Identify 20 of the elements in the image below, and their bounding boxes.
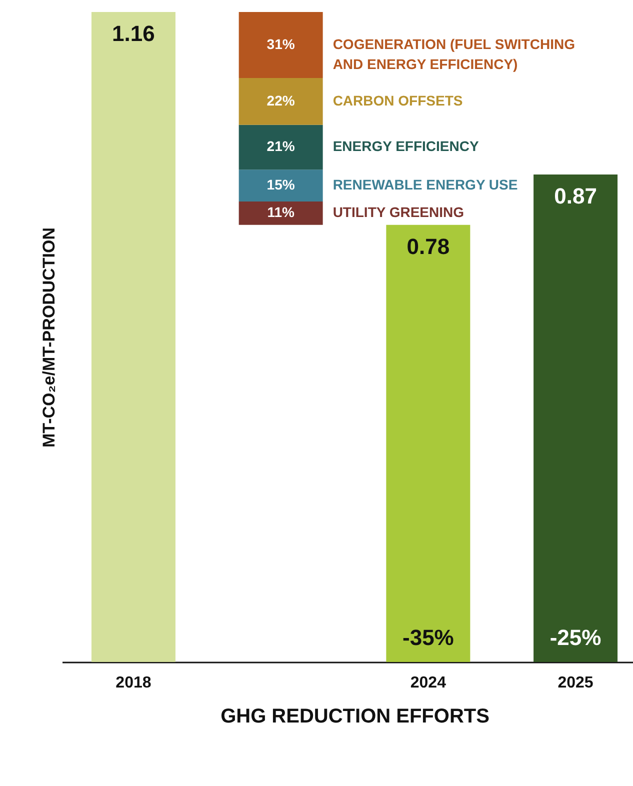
- x-tick-label: 2024: [410, 674, 446, 692]
- data-label: 22%: [266, 92, 296, 108]
- data-label: 31%: [266, 36, 296, 52]
- series-label: ENERGY EFFICIENCY: [332, 138, 480, 154]
- x-axis-title: GHG REDUCTION EFFORTS: [220, 706, 490, 728]
- annotation: -35%: [402, 625, 454, 650]
- data-label: 11%: [267, 204, 295, 220]
- data-label: 0.78: [406, 234, 450, 259]
- series-label: COGENERATION (FUEL SWITCHING AND ENERGY EFFICIENCY): [332, 36, 576, 72]
- annotation: -25%: [550, 625, 602, 650]
- y-axis-title: MT-CO₂e/MT-PRODUCTION: [40, 227, 58, 448]
- series-label: CARBON OFFSETS: [332, 92, 463, 108]
- data-label: 15%: [266, 176, 296, 193]
- series-label: UTILITY GREENING: [332, 204, 464, 220]
- data-label: 1.16: [112, 21, 155, 46]
- x-tick-label: 2025: [558, 674, 594, 692]
- series-label: RENEWABLE ENERGY USE: [332, 176, 518, 193]
- data-label: 0.87: [554, 184, 597, 208]
- x-tick-label: 2018: [116, 674, 152, 692]
- data-label: 21%: [266, 138, 296, 154]
